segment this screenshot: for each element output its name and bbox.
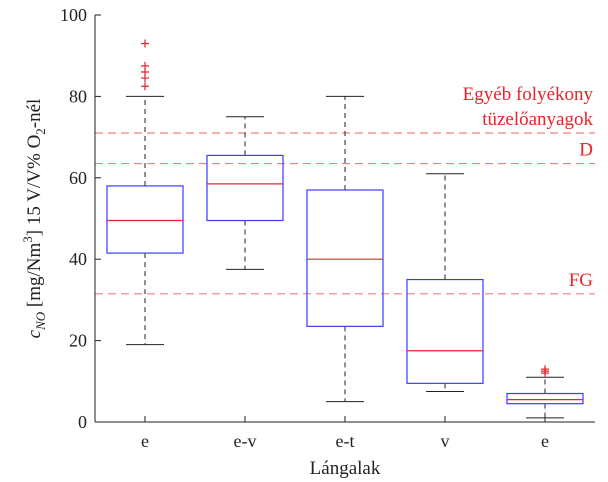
iqr-box (106, 185, 184, 254)
iqr-box (506, 392, 584, 405)
reference-label-2: FG (569, 270, 594, 291)
y-tick-label: 40 (69, 249, 87, 269)
y-axis-title-part: [mg/Nm (24, 242, 45, 311)
y-tick-label: 0 (78, 412, 87, 432)
box-0 (106, 39, 184, 346)
x-tick-label: v (441, 431, 450, 451)
outlier-marker (541, 365, 549, 374)
box-4 (506, 365, 584, 419)
box-plots (106, 39, 584, 419)
outlier-marker (141, 61, 149, 70)
reference-labels: Egyéb folyékony tüzelőanyagok D FG (463, 84, 594, 291)
y-tick-label: 20 (69, 331, 87, 351)
y-axis-title-part: 2 (33, 128, 48, 135)
y-axis-title-part: ] 15 V/V% O (24, 135, 45, 237)
iqr-box (206, 154, 284, 222)
reference-label-0: Egyéb folyékony (463, 84, 594, 105)
axes: 0 20 40 60 80 100 e e-v e-t v e (60, 5, 595, 451)
y-axis-title-part: -nél (24, 99, 45, 129)
y-tick-label: 80 (69, 86, 87, 106)
y-tick-label: 100 (60, 5, 87, 25)
y-axis-title-part: c (24, 329, 45, 338)
outlier-marker (141, 82, 149, 91)
iqr-box (406, 278, 484, 384)
y-axis-title-part: 3 (20, 236, 35, 243)
box-2 (306, 95, 384, 403)
box-1 (206, 116, 284, 270)
x-tick-label: e (541, 431, 549, 451)
x-tick-label: e-v (234, 431, 257, 451)
iqr-box (306, 189, 384, 327)
box-3 (406, 173, 484, 392)
x-tick-label: e-t (336, 431, 355, 451)
y-tick-label: 60 (69, 168, 87, 188)
x-axis-title: Lángalak (310, 458, 381, 479)
reference-lines (95, 132, 595, 295)
reference-label-1: D (579, 140, 593, 161)
y-axis-title-part: NO (33, 311, 48, 331)
reference-label-0: tüzelőanyagok (482, 109, 593, 130)
x-tick-label: e (141, 431, 149, 451)
y-axis-title: cNO [mg/Nm3] 15 V/V% O2-nél (20, 99, 48, 339)
outlier-marker (141, 39, 149, 48)
